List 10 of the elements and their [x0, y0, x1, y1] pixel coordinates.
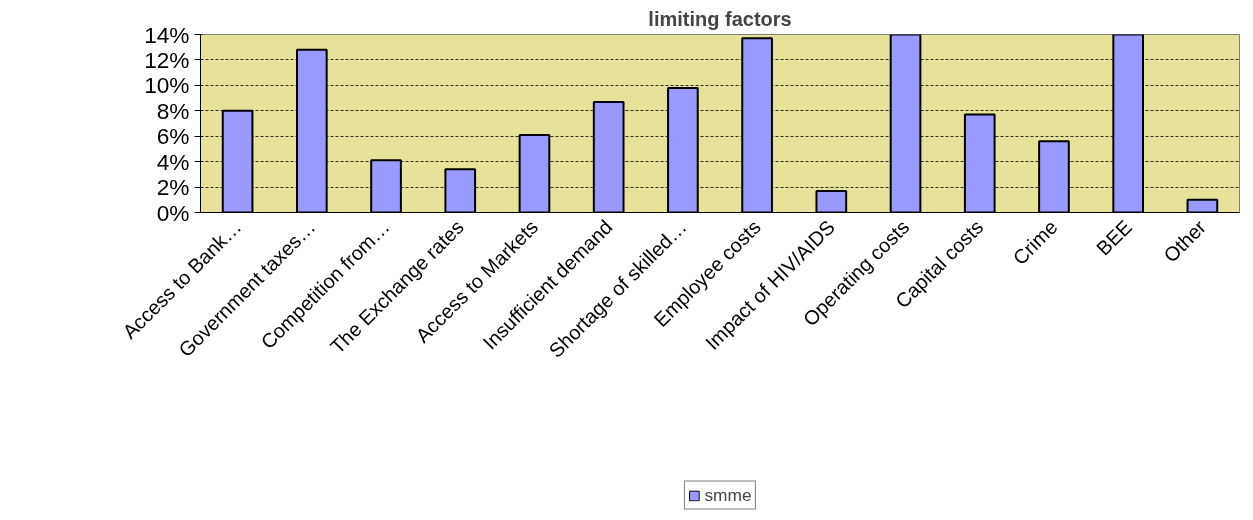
- y-tick-label: 14%: [144, 21, 190, 48]
- y-tick-label: 4%: [156, 148, 190, 175]
- y-tick-label: 12%: [144, 46, 190, 73]
- legend-label: smme: [704, 484, 752, 506]
- y-tick-label: 0%: [156, 199, 190, 226]
- y-tick-label: 10%: [144, 72, 190, 99]
- chart-title: limiting factors: [648, 7, 792, 30]
- y-tick-label: 2%: [156, 174, 190, 201]
- y-tick-label: 8%: [156, 97, 190, 124]
- y-tick-label: 6%: [156, 123, 190, 150]
